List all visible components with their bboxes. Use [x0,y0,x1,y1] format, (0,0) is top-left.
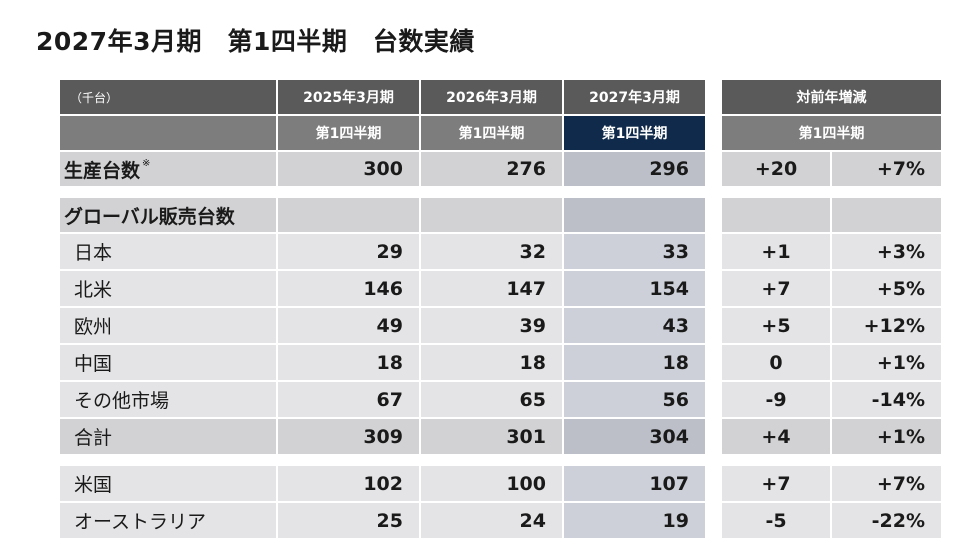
total-2027: 304 [564,419,705,454]
australia-diff: -5 [722,503,830,538]
total-pct: +1% [832,419,941,454]
row-label-usa: 米国 [60,466,276,501]
japan-2025: 29 [278,234,419,269]
china-diff: 0 [722,345,830,380]
usa-pct: +7% [832,466,941,501]
column-gap [707,234,720,269]
north-america-diff: +7 [722,271,830,306]
header-change: 対前年増減 [722,80,941,114]
column-gap [707,116,720,150]
header-year-2025: 2025年3月期 [278,80,419,114]
japan-2027: 33 [564,234,705,269]
other-markets-2027: 56 [564,382,705,417]
europe-diff: +5 [722,308,830,343]
global-sales-diff [722,198,830,232]
row-label-china: 中国 [60,345,276,380]
north-america-2025: 146 [278,271,419,306]
row-label-europe: 欧州 [60,308,276,343]
row-label-australia: オーストラリア [60,503,276,538]
unit-label: （千台） [60,80,276,114]
row-spacer [60,456,941,464]
australia-2025: 25 [278,503,419,538]
row-label-other-markets: その他市場 [60,382,276,417]
china-2025: 18 [278,345,419,380]
global-sales-2026 [421,198,562,232]
global-sales-2027 [564,198,705,232]
usa-2025: 102 [278,466,419,501]
row-label-north-america: 北米 [60,271,276,306]
header-quarter-2025: 第1四半期 [278,116,419,150]
europe-2025: 49 [278,308,419,343]
header-year-2026: 2026年3月期 [421,80,562,114]
column-gap [707,198,720,232]
page-title: 2027年3月期 第1四半期 台数実績 [36,27,475,56]
china-2027: 18 [564,345,705,380]
usa-2026: 100 [421,466,562,501]
north-america-2027: 154 [564,271,705,306]
column-gap [707,503,720,538]
header-quarter-2027: 第1四半期 [564,116,705,150]
column-gap [707,271,720,306]
column-gap [707,308,720,343]
australia-2027: 19 [564,503,705,538]
china-2026: 18 [421,345,562,380]
column-gap [707,152,720,186]
column-gap [707,382,720,417]
japan-pct: +3% [832,234,941,269]
header-quarter-change: 第1四半期 [722,116,941,150]
north-america-2026: 147 [421,271,562,306]
row-label-production: 生産台数 ※ [60,152,276,186]
column-gap [707,345,720,380]
europe-2026: 39 [421,308,562,343]
japan-2026: 32 [421,234,562,269]
china-pct: +1% [832,345,941,380]
global-sales-2025 [278,198,419,232]
header-year-2027: 2027年3月期 [564,80,705,114]
column-gap [707,419,720,454]
australia-2026: 24 [421,503,562,538]
production-2027: 296 [564,152,705,186]
row-spacer [60,188,941,196]
europe-2027: 43 [564,308,705,343]
other-markets-pct: -14% [832,382,941,417]
column-gap [707,80,720,114]
row-label-total: 合計 [60,419,276,454]
production-2026: 276 [421,152,562,186]
usa-diff: +7 [722,466,830,501]
production-diff: +20 [722,152,830,186]
europe-pct: +12% [832,308,941,343]
other-markets-2025: 67 [278,382,419,417]
north-america-pct: +5% [832,271,941,306]
total-2026: 301 [421,419,562,454]
global-sales-pct [832,198,941,232]
other-markets-diff: -9 [722,382,830,417]
japan-diff: +1 [722,234,830,269]
usa-2027: 107 [564,466,705,501]
column-gap [707,466,720,501]
header-blank [60,116,276,150]
total-2025: 309 [278,419,419,454]
other-markets-2026: 65 [421,382,562,417]
total-diff: +4 [722,419,830,454]
row-label-global-sales: グローバル販売台数 [60,198,276,232]
australia-pct: -22% [832,503,941,538]
row-label-japan: 日本 [60,234,276,269]
results-table: （千台） 2025年3月期 2026年3月期 2027年3月期 対前年増減 第1… [60,80,941,538]
header-quarter-2026: 第1四半期 [421,116,562,150]
production-2025: 300 [278,152,419,186]
production-pct: +7% [832,152,941,186]
